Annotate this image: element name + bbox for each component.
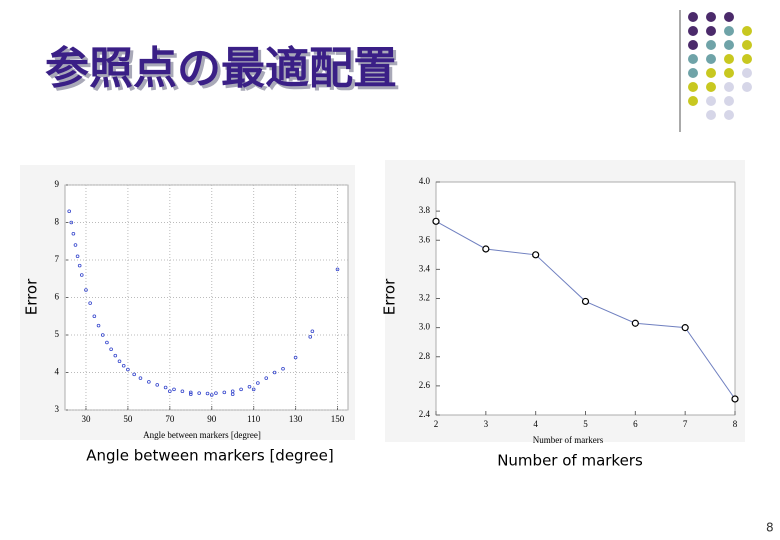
x-tick-label: 3	[484, 419, 489, 429]
scatter-point	[214, 391, 218, 395]
scatter-point	[132, 372, 136, 377]
slide-title: 参照点の最適配置	[45, 43, 397, 94]
scatter-point	[84, 288, 88, 292]
scatter-point	[96, 323, 101, 328]
y-tick-label: 3.4	[419, 263, 431, 273]
decor-dots	[688, 12, 752, 120]
data-point	[482, 245, 490, 253]
scatter-point	[71, 231, 76, 236]
x-tick-label: 30	[81, 414, 91, 424]
scatter-point	[209, 393, 214, 397]
scatter-point	[126, 367, 130, 372]
scatter-point	[222, 390, 227, 395]
scatter-point	[310, 329, 315, 334]
data-point	[631, 319, 639, 327]
scatter-point	[92, 314, 97, 319]
x-tick-label: 130	[289, 414, 303, 424]
scatter-point	[147, 380, 151, 384]
x-tick-label: 7	[683, 419, 688, 429]
y-tick-label: 8	[55, 217, 60, 227]
y-tick-label: 3	[55, 404, 60, 414]
x-tick-label: 70	[165, 414, 175, 424]
scatter-point	[247, 384, 252, 389]
scatter-point	[75, 254, 80, 259]
scatter-point	[281, 366, 285, 371]
x-axis-label: Angle between markers [degree]	[86, 447, 333, 465]
scatter-point	[155, 383, 160, 387]
y-tick-label: 6	[55, 292, 60, 302]
scatter-point	[272, 370, 277, 375]
x-axis-label: Number of markers	[497, 452, 643, 470]
y-tick-label: 9	[55, 179, 60, 189]
scatter-point	[293, 355, 298, 360]
scatter-point	[109, 347, 113, 352]
data-point	[581, 297, 590, 306]
scatter-point	[264, 376, 269, 380]
scatter-point	[308, 335, 313, 339]
y-tick-label: 5	[55, 329, 60, 339]
y-tick-label: 3.6	[419, 234, 431, 244]
scatter-point	[113, 353, 118, 358]
scatter-point	[256, 381, 260, 385]
scatter-point	[73, 243, 78, 247]
x-tick-label: 90	[207, 414, 217, 424]
data-point	[731, 395, 739, 403]
y-tick-label: 7	[55, 254, 60, 264]
scatter-point	[138, 376, 143, 380]
x-tick-label: 6	[633, 419, 638, 429]
x-tick-label: 4	[533, 419, 538, 429]
scatter-point	[335, 267, 340, 272]
scatter-point	[117, 359, 122, 364]
y-axis-label: Error	[381, 278, 399, 315]
y-tick-label: 4.0	[419, 176, 431, 186]
x-axis-label-small: Number of markers	[533, 435, 604, 445]
y-tick-label: 3.0	[419, 322, 431, 332]
scatter-point	[79, 273, 84, 277]
page-number: 8	[766, 521, 774, 535]
scatter-point	[168, 389, 172, 394]
scatter-point	[205, 391, 210, 396]
data-point	[532, 251, 540, 259]
scatter-point	[69, 220, 74, 225]
y-tick-label: 2.8	[419, 351, 431, 361]
scatter-point	[188, 392, 193, 397]
title-shadow: 参照点の最適配置	[48, 46, 400, 97]
x-tick-label: 110	[247, 414, 261, 424]
y-tick-label: 4	[55, 367, 60, 377]
y-tick-label: 2.4	[419, 409, 431, 419]
x-tick-label: 150	[331, 414, 345, 424]
scatter-point	[121, 363, 126, 368]
scatter-point	[251, 387, 256, 392]
scatter-point	[163, 385, 168, 390]
scatter-point	[172, 387, 176, 392]
scatter-point	[77, 263, 82, 268]
y-axis-label: Error	[23, 278, 41, 315]
scatter-point	[188, 390, 193, 395]
scatter-point	[67, 209, 71, 214]
x-tick-label: 8	[733, 419, 738, 429]
x-tick-label: 5	[583, 419, 588, 429]
scatter-point	[105, 340, 109, 345]
y-tick-label: 2.6	[419, 380, 431, 390]
x-axis-label-small: Angle between markers [degree]	[143, 430, 261, 440]
scatter-point	[88, 301, 92, 305]
scatter-point	[197, 391, 201, 395]
data-point	[432, 217, 440, 225]
scatter-point	[100, 333, 105, 337]
y-tick-label: 3.8	[419, 205, 431, 215]
scatter-point	[180, 389, 185, 394]
scatter-point	[230, 392, 235, 397]
scatter-point	[239, 387, 243, 392]
y-tick-label: 3.2	[419, 293, 430, 303]
x-tick-label: 50	[123, 414, 133, 424]
x-tick-label: 2	[434, 419, 439, 429]
data-point	[681, 324, 689, 332]
